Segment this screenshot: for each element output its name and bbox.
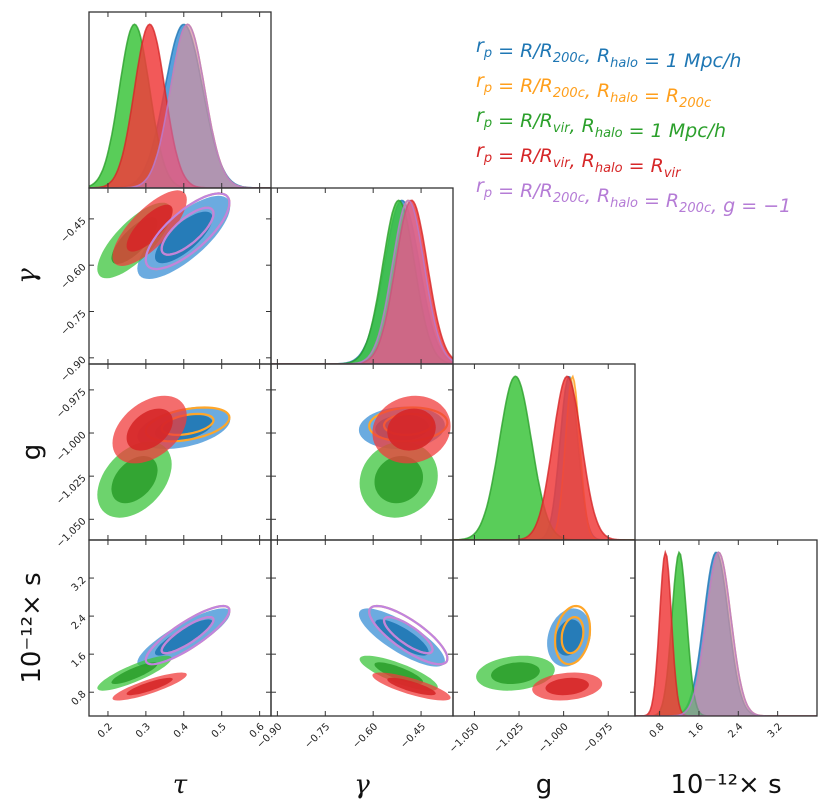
contour-gamma-s-series-4-level-1 <box>382 616 434 655</box>
x-axis-label-g: g <box>536 770 553 800</box>
contour-gamma-g-series-3-level-1 <box>387 408 436 451</box>
contour-g-s-series-1-level-0 <box>553 604 592 666</box>
y-axis-label-s: 10⁻¹²× s <box>17 572 47 683</box>
y-tick-label-s: 2.4 <box>70 613 89 632</box>
contour-tau-gamma-series-4-level-0 <box>144 192 231 271</box>
contour-tau-g-series-3-level-1 <box>126 408 173 451</box>
x-tick-label-tau: 0.5 <box>210 721 229 740</box>
x-tick-label-g: −1.000 <box>537 721 571 755</box>
contour-g-s-series-3-level-1 <box>545 677 589 696</box>
x-tick-label-g: −0.975 <box>581 721 615 755</box>
contour-tau-gamma-series-0-level-1 <box>155 211 213 264</box>
x-tick-label-s: 3.2 <box>766 721 785 740</box>
x-tick-label-gamma: −0.75 <box>303 721 332 750</box>
x-tick-label-s: 1.6 <box>687 721 706 740</box>
marginal-s-series-4 <box>635 551 817 716</box>
panel-gamma-gamma <box>270 187 454 365</box>
y-tick-label-gamma: −0.45 <box>59 216 88 245</box>
legend-entry-3: rp = R/Rvir, Rhalo = Rvir <box>476 140 682 181</box>
marginal-gamma-series-4 <box>271 199 453 364</box>
y-tick-label-g: −1.050 <box>55 516 89 550</box>
panel-tau-s <box>88 539 272 717</box>
panel-tau-tau <box>88 11 272 189</box>
y-tick-label-g: −1.025 <box>55 473 89 507</box>
legend-entry-1: rp = R/R200c, Rhalo = R200c <box>476 70 711 111</box>
contour-gamma-g-series-2-level-1 <box>374 456 423 504</box>
x-tick-label-s: 2.4 <box>726 721 745 740</box>
marginal-s-series-3 <box>635 549 817 716</box>
x-tick-label-tau: 0.3 <box>134 721 153 740</box>
x-tick-label-gamma: −0.45 <box>399 721 428 750</box>
marginal-tau-series-3 <box>89 23 271 188</box>
x-tick-label-s: 0.8 <box>648 721 667 740</box>
x-axis-label-tau: τ <box>173 770 188 800</box>
contour-tau-gamma-series-3-level-1 <box>126 204 173 252</box>
marginal-gamma-series-3 <box>271 199 453 364</box>
x-tick-label-gamma: −0.60 <box>351 721 380 750</box>
contour-tau-g-series-2-level-1 <box>111 456 158 504</box>
x-tick-label-tau: 0.2 <box>96 721 115 740</box>
marginal-g-series-3 <box>453 375 635 540</box>
contour-gamma-s-series-4-level-0 <box>368 604 449 666</box>
y-axis-label-g: g <box>17 444 47 461</box>
y-tick-label-g: −1.000 <box>55 430 89 464</box>
y-tick-label-g: −0.975 <box>55 387 89 421</box>
legend-entry-4: rp = R/R200c, Rhalo = R200c, g = −1 <box>476 175 791 217</box>
panel-g-g <box>452 363 636 541</box>
panel-gamma-g <box>270 363 454 541</box>
contour-tau-s-series-3-level-1 <box>126 677 173 696</box>
x-tick-label-g: −1.050 <box>448 721 482 755</box>
contour-g-s-series-1-level-1 <box>560 616 585 655</box>
y-tick-label-gamma: −0.60 <box>59 262 88 291</box>
contour-gamma-s-series-3-level-1 <box>387 677 436 696</box>
x-tick-label-tau: 0.4 <box>172 721 191 740</box>
contour-tau-s-series-0-level-1 <box>155 619 213 656</box>
contour-tau-s-series-4-level-0 <box>144 604 231 666</box>
y-tick-label-s: 1.6 <box>70 651 89 670</box>
panel-tau-g <box>88 363 272 541</box>
panel-frame <box>634 539 818 717</box>
contour-tau-gamma-series-4-level-1 <box>160 206 215 256</box>
panel-gamma-s <box>270 539 454 717</box>
y-tick-label-s: 0.8 <box>70 689 89 708</box>
y-axis-label-gamma: γ <box>12 268 42 284</box>
y-tick-label-gamma: −0.90 <box>59 355 88 384</box>
contour-tau-s-series-2-level-1 <box>111 662 158 684</box>
x-axis-label-gamma: γ <box>354 770 370 800</box>
contour-tau-s-series-4-level-1 <box>160 616 215 655</box>
panel-s-s <box>634 539 818 717</box>
y-tick-label-s: 3.2 <box>70 575 89 594</box>
panel-tau-gamma <box>88 187 272 365</box>
x-axis-label-s: 10⁻¹²× s <box>670 770 781 800</box>
panel-g-s <box>452 539 636 717</box>
contour-g-s-series-2-level-1 <box>491 662 540 684</box>
x-tick-label-g: −1.025 <box>492 721 526 755</box>
y-tick-label-gamma: −0.75 <box>59 308 88 337</box>
legend-entry-2: rp = R/Rvir, Rhalo = 1 Mpc/h <box>476 105 726 142</box>
legend-entry-0: rp = R/R200c, Rhalo = 1 Mpc/h <box>476 35 741 72</box>
